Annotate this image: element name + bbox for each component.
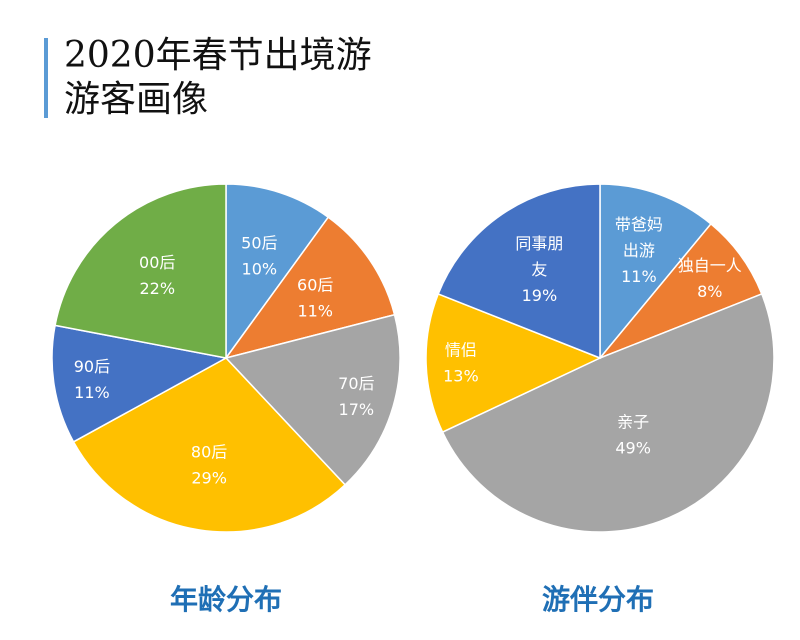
pie-slice [425,292,602,434]
companion-chart-title: 游伴分布 [541,583,654,616]
pie-slice [437,183,601,360]
pie-slice [599,183,712,361]
slice-label: 同事朋友 19% [515,234,563,305]
slice-label: 独自一人 8% [678,256,742,301]
age-pie-chart: 50后 10% 60后 11% 70后 17% 80后 29% 90后 11% 00后 22% [51,183,401,533]
pie-slice [224,216,396,360]
slice-label: 00后 22% [139,253,175,298]
pie-slice [224,313,401,486]
slice-label: 情侣 13% [443,340,479,385]
pie-slice [54,183,227,359]
slice-label: 60后 11% [297,275,333,320]
slice-label: 亲子 49% [615,413,651,458]
slice-label: 70后 17% [338,374,374,419]
companion-pie-chart: 带爸妈出游 11% 独自一人 8% 亲子 49% 情侣 13% 同事朋友 19% [425,183,775,533]
title-accent-bar [44,38,48,118]
pie-slice [225,183,330,361]
pie-slice [72,357,347,533]
slice-label: 80后 29% [191,443,227,488]
slice-label: 50后 10% [241,233,277,278]
slice-label: 90后 11% [74,357,110,402]
pie-slice [441,292,775,533]
page-title: 2020年春节出境游 游客画像 [64,34,372,122]
pie-slice [51,324,229,443]
age-chart-title: 年龄分布 [169,583,282,616]
page-title-line1: 2020年春节出境游 [64,35,372,76]
page-title-line2: 游客画像 [64,79,209,120]
slice-label: 带爸妈出游 11% [615,215,663,286]
